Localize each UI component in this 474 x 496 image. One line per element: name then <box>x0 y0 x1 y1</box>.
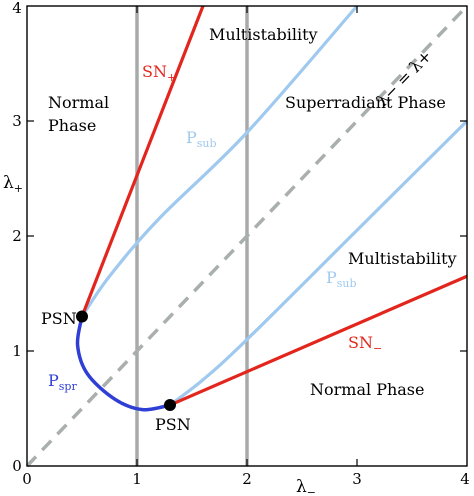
sn-minus-curve <box>169 274 468 407</box>
x-tick-1: 1 <box>132 470 142 488</box>
y-tick-0: 0 <box>12 457 22 475</box>
x-tick-0: 0 <box>22 470 32 488</box>
p-spr-label-sub: spr <box>59 380 78 393</box>
psn-upper-point <box>76 310 88 323</box>
p-sub-top-label: Psub <box>186 128 217 150</box>
psn-lower-label: PSN <box>155 415 191 434</box>
p-spr-label-main: P <box>48 371 59 390</box>
x-tick-3: 3 <box>352 470 362 488</box>
psn-lower-point <box>164 399 176 412</box>
region-multistability-right: Multistability <box>348 249 457 268</box>
y-axis-label: λ+ <box>3 173 23 195</box>
p-sub-top-label-main: P <box>186 128 197 147</box>
y-tick-4: 4 <box>12 0 22 17</box>
sn-plus-label-sub: + <box>167 71 176 84</box>
region-normal-phase-top-line2: Phase <box>48 116 96 135</box>
region-normal-phase-top-line1: Normal <box>48 93 109 112</box>
region-normal-phase-bottom: Normal Phase <box>310 380 424 399</box>
x-axis-label-sub: − <box>307 486 316 496</box>
tick-marks <box>27 6 467 466</box>
y-tick-2: 2 <box>12 227 22 245</box>
p-sub-top-label-sub: sub <box>197 137 217 150</box>
p-sub-lower-curve <box>169 119 469 407</box>
p-spr-curve <box>75 316 171 412</box>
y-axis-label-main: λ <box>3 173 14 193</box>
y-tick-3: 3 <box>12 112 22 130</box>
psn-upper-label: PSN <box>41 309 77 328</box>
y-tick-1: 1 <box>12 342 22 360</box>
sn-minus-label: SN− <box>348 333 382 355</box>
x-tick-4: 4 <box>460 470 470 488</box>
y-axis-label-sub: + <box>14 182 23 195</box>
p-sub-upper-curve <box>80 4 359 318</box>
x-axis-label-main: λ <box>296 477 307 496</box>
x-axis-label: λ− <box>296 477 316 496</box>
p-sub-bottom-label: Psub <box>326 268 357 290</box>
sn-minus-label-main: SN <box>348 333 373 352</box>
region-superradiant: Superradiant Phase <box>285 93 446 112</box>
p-spr-label: Pspr <box>48 371 77 393</box>
x-tick-2: 2 <box>242 470 252 488</box>
p-sub-bottom-label-main: P <box>326 268 337 287</box>
sn-plus-label: SN+ <box>142 62 176 84</box>
sn-plus-label-main: SN <box>142 62 167 81</box>
diagonal-line <box>25 4 469 468</box>
region-multistability-top: Multistability <box>209 25 318 44</box>
p-sub-bottom-label-sub: sub <box>337 277 357 290</box>
sn-minus-label-sub: − <box>373 342 382 355</box>
sn-plus-curve <box>80 5 205 318</box>
